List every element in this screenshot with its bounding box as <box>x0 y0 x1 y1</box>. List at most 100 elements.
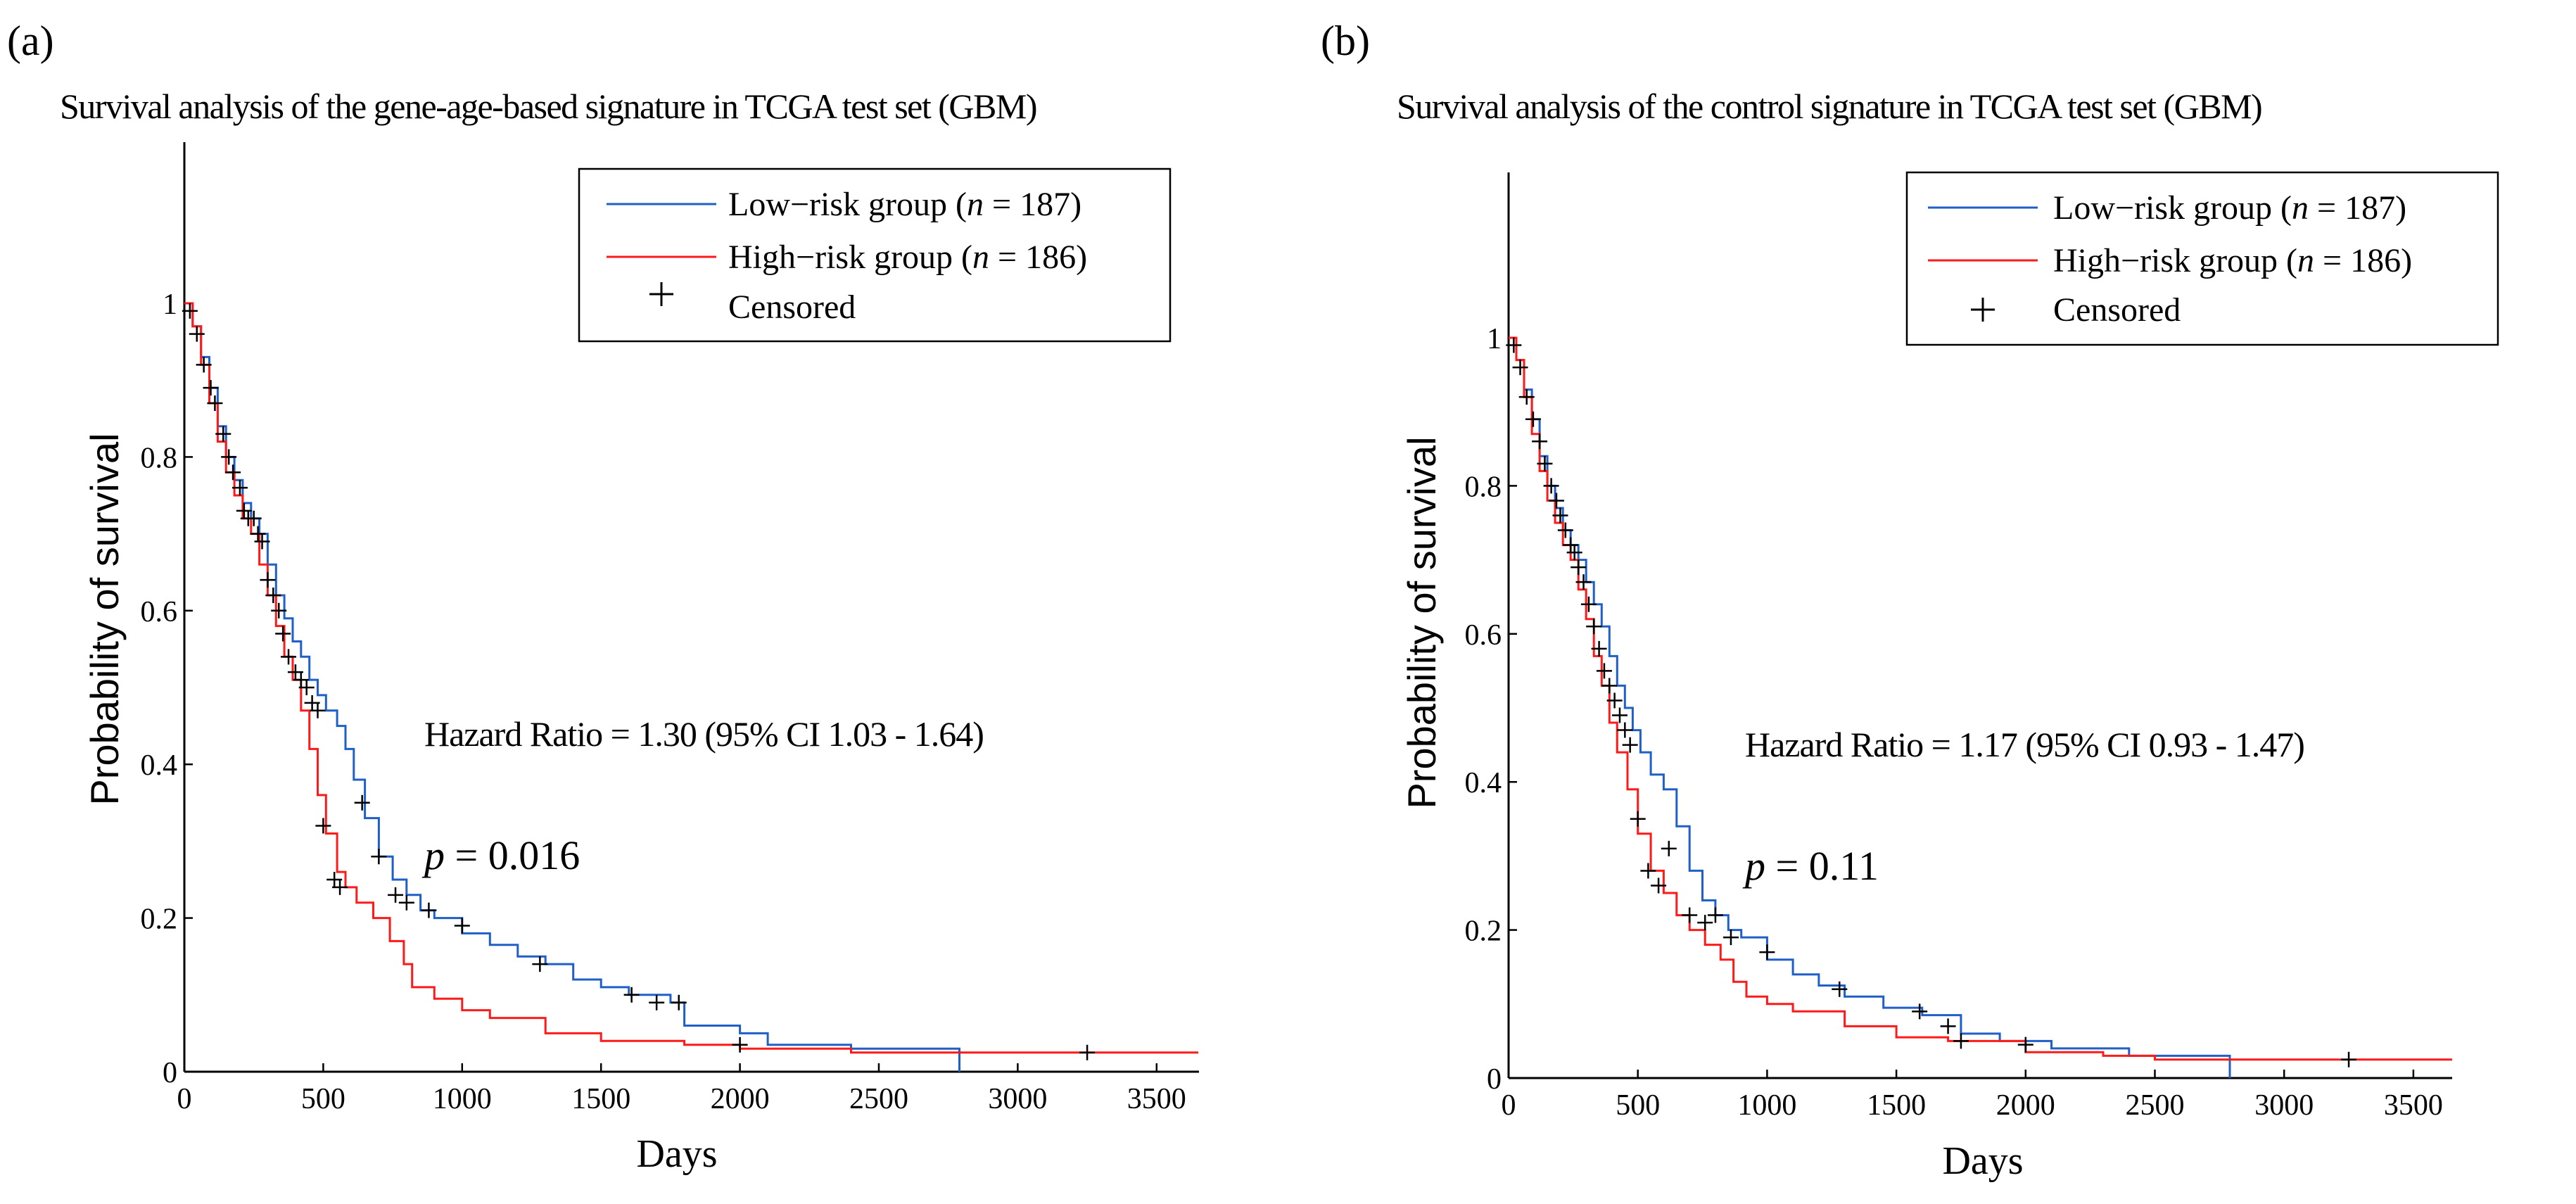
panel-b-label: (b) <box>1321 18 1370 64</box>
panel-a-censored-marker <box>215 426 231 442</box>
panel-b-xtick-label: 1500 <box>1867 1089 1926 1122</box>
panel-b-legend-censored: Censored <box>2053 291 2181 329</box>
panel-a-censored-marker <box>421 902 437 918</box>
panel-b-censored-marker <box>1563 537 1579 553</box>
panel-b-legend-high: High−risk group (n = 186) <box>2053 242 2412 279</box>
panel-b-censored-marker <box>1512 360 1528 376</box>
panel-a-xlabel: Days <box>636 1132 717 1176</box>
panel-b-censored-marker <box>1640 863 1656 879</box>
panel-b-xtick-label: 2500 <box>2125 1089 2184 1122</box>
panel-a-censored-marker <box>310 702 326 718</box>
panel-a-censored-marker <box>1079 1044 1096 1060</box>
panel-b-censored-marker <box>1722 930 1739 946</box>
panel-a-censored-marker <box>315 818 331 834</box>
panel-b-ytick-label: 0.8 <box>1465 471 1502 503</box>
panel-a-ytick-label: 0.8 <box>141 442 178 474</box>
panel-a-censored-marker <box>398 894 414 911</box>
panel-a-plot <box>182 302 1198 1072</box>
panel-b-censored-marker <box>1580 596 1597 612</box>
panel-b-plot <box>1506 336 2452 1078</box>
panel-b-low-risk-curve <box>1509 336 2231 1078</box>
panel-b-censored-marker <box>1759 944 1775 961</box>
panel-b-censored-marker <box>1697 915 1713 931</box>
panel-a-censored-marker <box>532 956 548 972</box>
panel-a-censored-marker <box>189 326 205 342</box>
panel-a-censored-marker <box>231 480 248 496</box>
panel-a-xtick-label: 0 <box>177 1083 192 1115</box>
panel-b-censored-marker <box>1566 545 1582 561</box>
panel-b-censored-marker <box>1617 722 1633 738</box>
panel-a-censored-marker <box>454 918 470 934</box>
panel-b-censored-marker <box>1661 840 1677 856</box>
panel-a-censored-marker <box>250 526 266 542</box>
panel-a-ytick-label: 0.4 <box>141 749 178 782</box>
panel-a-censored-marker <box>196 357 212 373</box>
panel-b-legend-box <box>1905 171 2499 346</box>
panel-b-xtick-label: 3000 <box>2254 1089 2314 1122</box>
panel-a-legend-box <box>578 167 1172 343</box>
panel-a-censored-marker <box>236 502 252 519</box>
panel-a-label: (a) <box>7 18 54 64</box>
panel-b-xtick-label: 2000 <box>1996 1089 2055 1122</box>
panel-a-censored-marker <box>271 602 287 619</box>
panel-b: (b) Survival analysis of the control sig… <box>1321 18 2499 1183</box>
panel-b-censored-marker <box>1912 1003 1928 1020</box>
panel-a-ylabel: Probability of survival <box>82 433 127 805</box>
panel-b-censored-marker <box>1537 455 1553 471</box>
panel-a-censored-marker <box>281 649 297 665</box>
panel-b-censored-marker <box>1548 493 1564 509</box>
panel-b-censored-marker <box>1571 559 1587 576</box>
panel-a-hazard-ratio: Hazard Ratio = 1.30 (95% CI 1.03 - 1.64) <box>424 714 984 754</box>
panel-b-ytick-label: 1 <box>1487 323 1502 355</box>
panel-b-censored-marker <box>1543 478 1559 494</box>
panel-a-censored-marker <box>275 626 291 642</box>
panel-a-censored-marker <box>246 510 262 526</box>
panel-a: (a) Survival analysis of the gene-age-ba… <box>7 18 1199 1176</box>
panel-b-censored-marker <box>1682 907 1698 923</box>
panel-b-censored-marker <box>1707 907 1723 923</box>
panel-b-ytick-label: 0 <box>1487 1063 1502 1096</box>
panel-a-xtick-label: 3500 <box>1127 1083 1186 1115</box>
panel-b-censored-marker <box>1506 337 1522 353</box>
panel-a-censored-marker <box>388 887 404 903</box>
panel-a-censored-marker <box>203 380 219 396</box>
panel-b-hazard-ratio: Hazard Ratio = 1.17 (95% CI 0.93 - 1.47) <box>1745 725 2304 764</box>
panel-a-censored-marker <box>254 533 270 550</box>
panel-a-low-risk-curve <box>184 302 960 1072</box>
panel-b-legend-low: Low−risk group (n = 187) <box>2053 189 2406 227</box>
panel-b-censored-marker <box>1596 663 1612 679</box>
panel-b-censored-marker <box>1586 619 1602 635</box>
panel-a-legend: Low−risk group (n = 187) High−risk group… <box>578 167 1172 343</box>
panel-b-legend: Low−risk group (n = 187) High−risk group… <box>1905 171 2499 346</box>
panel-a-censored-marker <box>182 303 198 319</box>
panel-a-censored-marker <box>354 794 370 811</box>
panel-b-xtick-label: 3500 <box>2384 1089 2443 1122</box>
panel-a-legend-swatch-censored <box>649 282 673 306</box>
panel-a-high-risk-curve <box>184 302 1198 1054</box>
panel-b-ytick-label: 0.2 <box>1465 915 1502 948</box>
panel-b-ytick-label: 0.6 <box>1465 619 1502 652</box>
panel-b-xtick-label: 500 <box>1616 1089 1660 1122</box>
panel-b-censored-marker <box>1532 433 1548 450</box>
panel-b-censored-marker <box>1611 707 1628 723</box>
panel-a-ytick-label: 1 <box>163 289 177 321</box>
panel-b-xlabel: Days <box>1942 1139 2023 1183</box>
panel-b-censored-marker <box>1832 981 1848 997</box>
panel-a-ticks: 0 500 1000 1500 2000 2500 3000 3500 0 0.2 0.4 0.6 0.… <box>141 289 1186 1115</box>
panel-b-censored-marker <box>1622 737 1638 753</box>
panel-b-ytick-label: 0.4 <box>1465 767 1502 799</box>
panel-a-legend-censored: Censored <box>728 289 856 326</box>
panel-a-xtick-label: 1500 <box>571 1083 630 1115</box>
panel-a-censored-marker <box>623 987 640 1003</box>
panel-a-censored-marker <box>732 1037 748 1053</box>
panel-a-xtick-label: 500 <box>301 1083 345 1115</box>
panel-a-xtick-label: 2500 <box>849 1083 908 1115</box>
panel-a-censored-marker <box>298 680 315 695</box>
panel-b-high-risk-curve <box>1509 336 2452 1061</box>
panel-a-censored-marker <box>265 587 281 603</box>
panel-a-censored-marker <box>207 395 223 411</box>
panel-b-p-value: p = 0.11 <box>1742 843 1879 889</box>
panel-a-p-value: p = 0.016 <box>421 832 580 878</box>
panel-b-censored-marker <box>1575 574 1592 590</box>
